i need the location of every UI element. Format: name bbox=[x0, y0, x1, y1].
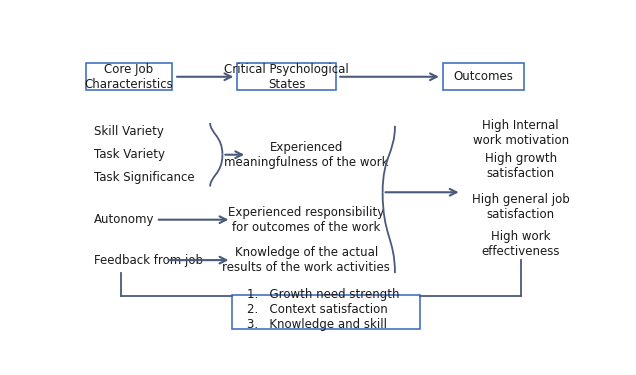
Bar bbox=[86, 63, 172, 90]
Text: Knowledge of the actual
results of the work activities: Knowledge of the actual results of the w… bbox=[223, 246, 390, 274]
Bar bbox=[237, 63, 336, 90]
Text: High general job
satisfaction: High general job satisfaction bbox=[472, 193, 569, 221]
Text: Critical Psychological
States: Critical Psychological States bbox=[224, 63, 349, 91]
Text: Experienced responsibility
for outcomes of the work: Experienced responsibility for outcomes … bbox=[228, 206, 384, 234]
Text: Task Variety: Task Variety bbox=[94, 148, 165, 161]
Text: Skill Variety: Skill Variety bbox=[94, 125, 164, 138]
Bar bbox=[443, 63, 524, 90]
Text: 1.   Growth need strength
2.   Context satisfaction
3.   Knowledge and skill: 1. Growth need strength 2. Context satis… bbox=[247, 288, 399, 331]
Text: High work
effectiveness: High work effectiveness bbox=[481, 230, 560, 258]
Text: Autonomy: Autonomy bbox=[94, 213, 155, 226]
Bar bbox=[232, 296, 420, 329]
Text: Outcomes: Outcomes bbox=[453, 70, 514, 83]
Text: Task Significance: Task Significance bbox=[94, 171, 195, 184]
Text: Feedback from job: Feedback from job bbox=[94, 254, 204, 267]
Text: Experienced
meaningfulness of the work: Experienced meaningfulness of the work bbox=[224, 141, 389, 169]
Text: High growth
satisfaction: High growth satisfaction bbox=[485, 152, 556, 180]
Text: High Internal
work motivation: High Internal work motivation bbox=[473, 119, 569, 147]
Text: Core Job
Characteristics: Core Job Characteristics bbox=[85, 63, 173, 91]
